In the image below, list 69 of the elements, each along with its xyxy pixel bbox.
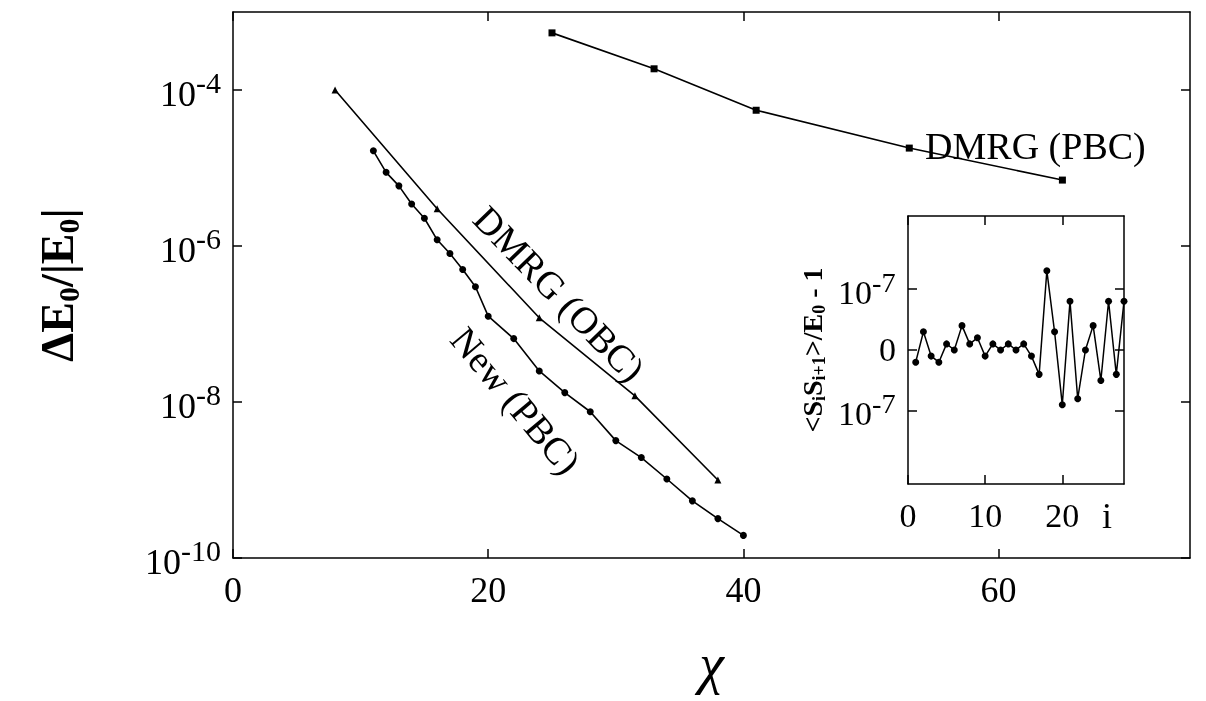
point xyxy=(1027,352,1035,360)
point xyxy=(459,265,467,273)
point xyxy=(1097,376,1105,384)
point xyxy=(548,29,556,37)
x-axis-title: χ xyxy=(694,633,726,695)
point xyxy=(1120,297,1128,305)
point xyxy=(1058,176,1066,184)
point xyxy=(1112,370,1120,378)
point xyxy=(958,322,966,330)
point xyxy=(1004,340,1012,348)
point xyxy=(1074,395,1082,403)
y-tick-label: 10$^{-10}$ xyxy=(145,534,221,582)
x-tick-label: 60 xyxy=(980,570,1017,610)
x-tick-label: 10 xyxy=(968,496,1003,534)
point xyxy=(1043,267,1051,275)
point xyxy=(989,340,997,348)
x-tick-label: 40 xyxy=(725,570,762,610)
point xyxy=(586,408,594,416)
point xyxy=(535,367,543,375)
point xyxy=(919,328,927,336)
point xyxy=(1066,297,1074,305)
point xyxy=(739,531,747,539)
y-tick-label: 10$^{-4}$ xyxy=(160,66,221,114)
point xyxy=(912,358,920,366)
point xyxy=(714,515,722,523)
y-tick-label: 10$^{-8}$ xyxy=(160,378,221,426)
point xyxy=(927,352,935,360)
point xyxy=(369,147,377,155)
x-tick-label: 20 xyxy=(470,570,507,610)
y-axis-title: <SiSi+1>/E0 - 1 xyxy=(797,267,829,433)
point xyxy=(905,144,913,152)
point xyxy=(631,392,639,400)
point xyxy=(395,182,403,190)
point xyxy=(446,250,454,258)
point xyxy=(612,437,620,445)
point xyxy=(420,214,428,222)
point xyxy=(752,106,760,114)
y-tick-label: 10$^{-7}$ xyxy=(838,388,896,433)
point xyxy=(510,335,518,343)
point xyxy=(935,358,943,366)
point xyxy=(408,200,416,208)
point xyxy=(433,236,441,244)
x-tick-label: 20 xyxy=(1045,496,1080,534)
y-axis-title: ΔE0/|E0| xyxy=(32,208,85,362)
point xyxy=(331,86,339,94)
point xyxy=(1081,346,1089,354)
point xyxy=(1051,328,1059,336)
series-label: DMRG (PBC) xyxy=(925,125,1146,169)
x-axis-title: i xyxy=(1102,496,1113,536)
point xyxy=(981,352,989,360)
point xyxy=(997,346,1005,354)
y-tick-label: 10$^{-7}$ xyxy=(838,266,896,311)
y-tick-label: 10$^{-6}$ xyxy=(160,222,221,270)
point xyxy=(973,334,981,342)
point xyxy=(688,497,696,505)
point xyxy=(1035,370,1043,378)
point xyxy=(637,454,645,462)
point xyxy=(382,168,390,176)
point xyxy=(1089,322,1097,330)
point xyxy=(650,65,658,73)
point xyxy=(943,340,951,348)
point xyxy=(484,312,492,320)
y-tick-label: 0 xyxy=(879,331,896,368)
point xyxy=(1020,340,1028,348)
point xyxy=(966,340,974,348)
point xyxy=(1105,297,1113,305)
point xyxy=(950,346,958,354)
point xyxy=(714,476,722,484)
point xyxy=(1058,401,1066,409)
